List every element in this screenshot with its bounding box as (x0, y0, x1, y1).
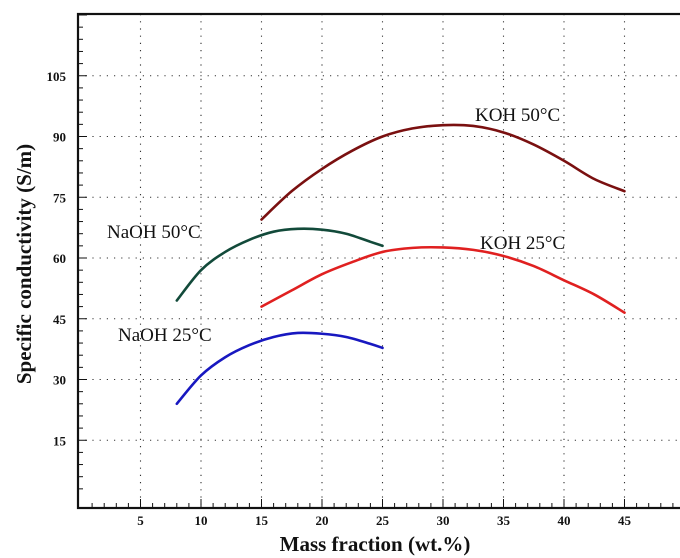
x-axis-title: Mass fraction (wt.%) (280, 532, 471, 556)
x-tick-label: 30 (437, 513, 450, 528)
y-tick-label: 30 (53, 373, 66, 388)
y-axis-title: Specific conductivity (S/m) (12, 144, 36, 384)
y-tick-label: 60 (53, 251, 66, 266)
x-tick-label: 40 (558, 513, 571, 528)
series-label-koh-50: KOH 50°C (475, 105, 560, 126)
y-tick-label: 90 (53, 130, 66, 145)
x-tick-label: 45 (618, 513, 632, 528)
series-label-koh-25: KOH 25°C (480, 233, 565, 254)
x-tick-labels: 5 10 15 20 25 30 35 40 45 (137, 513, 631, 528)
x-tick-label: 10 (195, 513, 208, 528)
y-tick-label: 15 (53, 433, 67, 448)
x-tick-label: 15 (255, 513, 269, 528)
plot-frame (76, 12, 680, 510)
series-line-0 (260, 123, 626, 221)
minor-ticks (78, 14, 674, 508)
y-tick-label: 75 (53, 190, 67, 205)
series-label-naoh-50: NaOH 50°C (107, 222, 201, 243)
x-tick-label: 5 (137, 513, 144, 528)
x-tick-label: 35 (497, 513, 511, 528)
series-line-1 (260, 245, 626, 314)
series-line-3 (175, 331, 384, 406)
y-tick-label: 45 (53, 312, 67, 327)
x-tick-label: 25 (376, 513, 390, 528)
series-label-naoh-25: NaOH 25°C (118, 325, 212, 346)
y-tick-labels: 15 30 45 60 75 90 105 (47, 69, 67, 449)
y-tick-label: 105 (47, 69, 67, 84)
series-lines (175, 123, 626, 406)
x-tick-label: 20 (316, 513, 329, 528)
series-line-2 (175, 227, 384, 302)
